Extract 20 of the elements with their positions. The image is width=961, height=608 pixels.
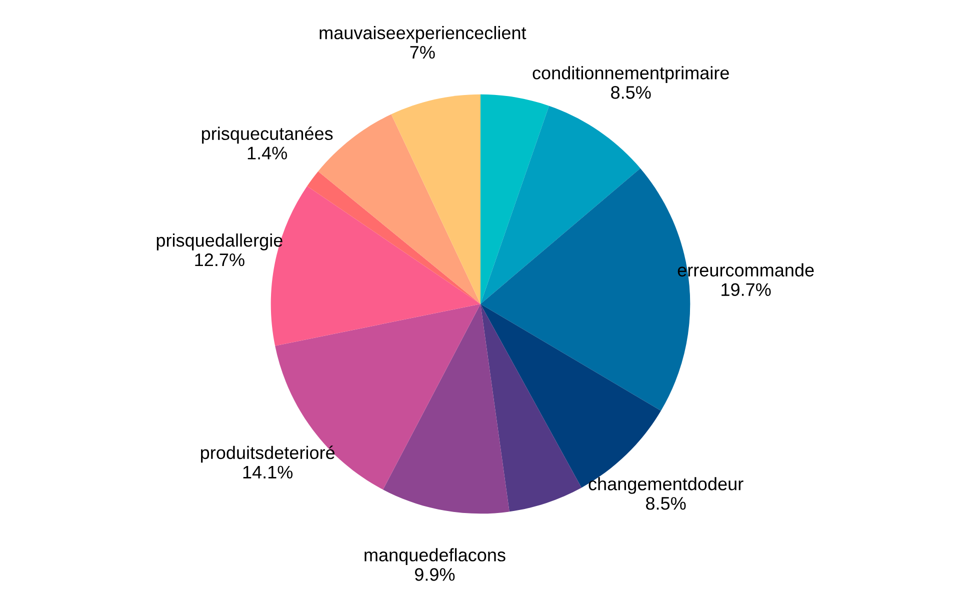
slice-label: conditionnementprimaire <box>532 66 729 83</box>
data-label: 7% <box>410 46 435 59</box>
pie-slice <box>480 94 550 304</box>
data-label: 8.5% <box>611 86 651 99</box>
data-label: 14.1% <box>243 466 293 478</box>
data-label: 9.9% <box>414 568 455 581</box>
pie-slice <box>382 304 510 514</box>
pie-slice <box>391 94 480 304</box>
slice-label: changementdodeur <box>588 477 744 494</box>
data-label: 19.7% <box>722 283 771 296</box>
slice-label: manquedeflacons <box>364 548 506 565</box>
data-label: 1.4% <box>248 146 288 160</box>
pie-slice <box>480 106 640 304</box>
pie-slice <box>480 304 582 512</box>
slice-label: mauvaiseexperienceclient <box>320 26 526 43</box>
data-label: 12.7% <box>195 253 244 266</box>
slice-label: produitsdeterioré <box>200 446 335 463</box>
data-label: 8.5% <box>646 496 686 510</box>
pie-slice <box>307 171 480 304</box>
slice-label: prisquecutanées <box>202 126 333 144</box>
